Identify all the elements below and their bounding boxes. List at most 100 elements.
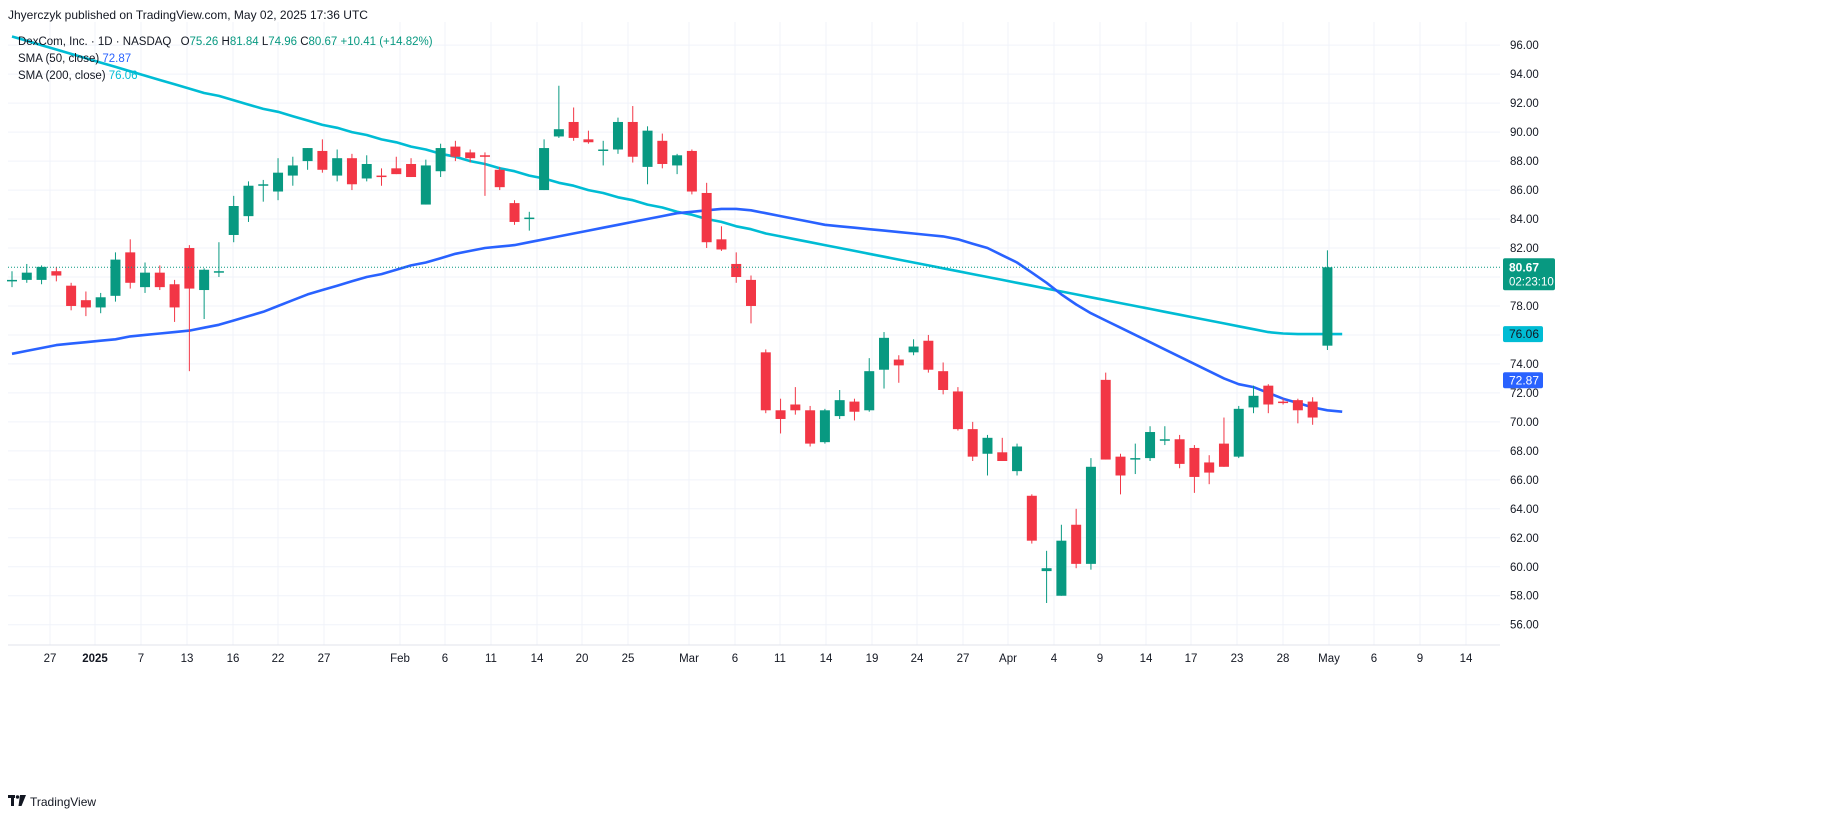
candle-body [140,272,151,288]
legend-symbol[interactable]: DexCom, Inc. · 1D · NASDAQ [18,36,172,48]
sma50-line [11,207,1343,413]
candle-body [332,158,343,176]
candle [1204,455,1215,485]
candle [553,85,564,138]
x-tick-label: 4 [1051,653,1058,665]
candle-body [982,437,993,454]
candle [332,149,343,182]
candle [790,387,801,415]
candle [302,148,313,170]
candle-body [80,300,91,308]
y-tick-label: 56.00 [1510,620,1539,632]
candle-body [849,401,860,412]
x-tick-label: 17 [1185,653,1198,665]
candle-body [273,172,284,192]
candle-body [1307,401,1318,418]
candle [228,195,239,243]
candle-body [805,410,816,444]
candle-body [539,148,550,191]
candle-body [287,165,298,176]
candle [672,153,683,175]
candle [524,211,535,231]
candle [834,390,845,419]
x-tick-label: 6 [732,653,738,665]
candle [36,265,47,285]
candle [1263,384,1274,414]
candle [258,179,269,202]
y-tick-label: 64.00 [1510,504,1539,516]
legend-sma50-label: SMA (50, close) [18,53,100,65]
y-tick-label: 82.00 [1510,243,1539,255]
sma200-line [11,35,1343,336]
candle-body [834,400,845,417]
candle [982,434,993,476]
y-tick-label: 78.00 [1510,301,1539,313]
candle-body [1071,524,1082,564]
candle [612,117,623,154]
legend-high-label: H [221,36,230,48]
x-tick-label: 2025 [82,653,108,665]
tradingview-logo-icon [8,794,26,809]
candle [287,156,298,186]
candle-body [21,272,32,280]
legend-change: +10.41 (+14.82%) [340,36,433,48]
candle-body [228,206,239,235]
candle [420,159,431,205]
legend-open-value: 75.26 [189,36,219,48]
candle-body [1115,456,1126,476]
candle [465,149,476,163]
candle-body [1159,439,1170,441]
footer-brand[interactable]: TradingView [8,794,96,809]
last-price-badge-value: 80.67 [1509,260,1539,274]
legend-sma50-row[interactable]: SMA (50, close) 72.87 [18,51,433,68]
candle [627,106,638,163]
candle [568,107,579,141]
candle-body [879,337,890,370]
candle-body [775,410,786,419]
y-tick-label: 94.00 [1510,69,1539,81]
candle-body [110,259,121,296]
candle-body [125,252,136,283]
sma200-line-layer [11,35,1343,336]
x-tick-label: 11 [774,653,786,665]
candle [583,130,594,144]
bar-countdown: 02:23:10 [1509,276,1554,288]
chart-legend: DexCom, Inc. · 1D · NASDAQ O75.26 H81.84… [18,34,433,85]
candle-body [1322,267,1333,346]
legend-low-label: L [261,36,269,48]
y-tick-label: 58.00 [1510,591,1539,603]
candle [450,140,461,162]
publisher-credit: Jhyerczyk published on TradingView.com, … [8,8,368,22]
x-tick-label: Mar [679,653,699,665]
candle [1159,426,1170,446]
candle [805,405,816,447]
candle-body [893,359,904,366]
y-tick-label: 66.00 [1510,475,1539,487]
candle [1100,372,1111,460]
candle [1189,445,1200,493]
legend-sma200-row[interactable]: SMA (200, close) 76.06 [18,68,433,85]
candle-body [36,266,47,280]
x-axis: 27 2025 7 13 16 22 27 Feb 6 11 14 20 25 Mar 6 11 14 19 24 2… [8,644,1500,665]
candle-body [1056,540,1067,596]
candle-body [1248,395,1259,408]
candle-body [1012,446,1023,472]
candle-body [51,271,62,276]
candle [1292,398,1303,424]
candle [1218,417,1229,467]
candle-body [346,158,357,185]
candle [1145,426,1156,461]
candle-body [184,248,195,289]
candle-body [568,121,579,138]
x-tick-label: 24 [911,653,924,665]
x-tick-label: 6 [1371,653,1377,665]
x-tick-label: 7 [138,653,144,665]
candle-body [967,429,978,457]
candle-body [553,129,564,137]
candle [1026,494,1037,544]
candle [997,437,1008,461]
candle [509,200,520,225]
legend-high-value: 81.84 [229,36,259,48]
candle [243,181,254,222]
